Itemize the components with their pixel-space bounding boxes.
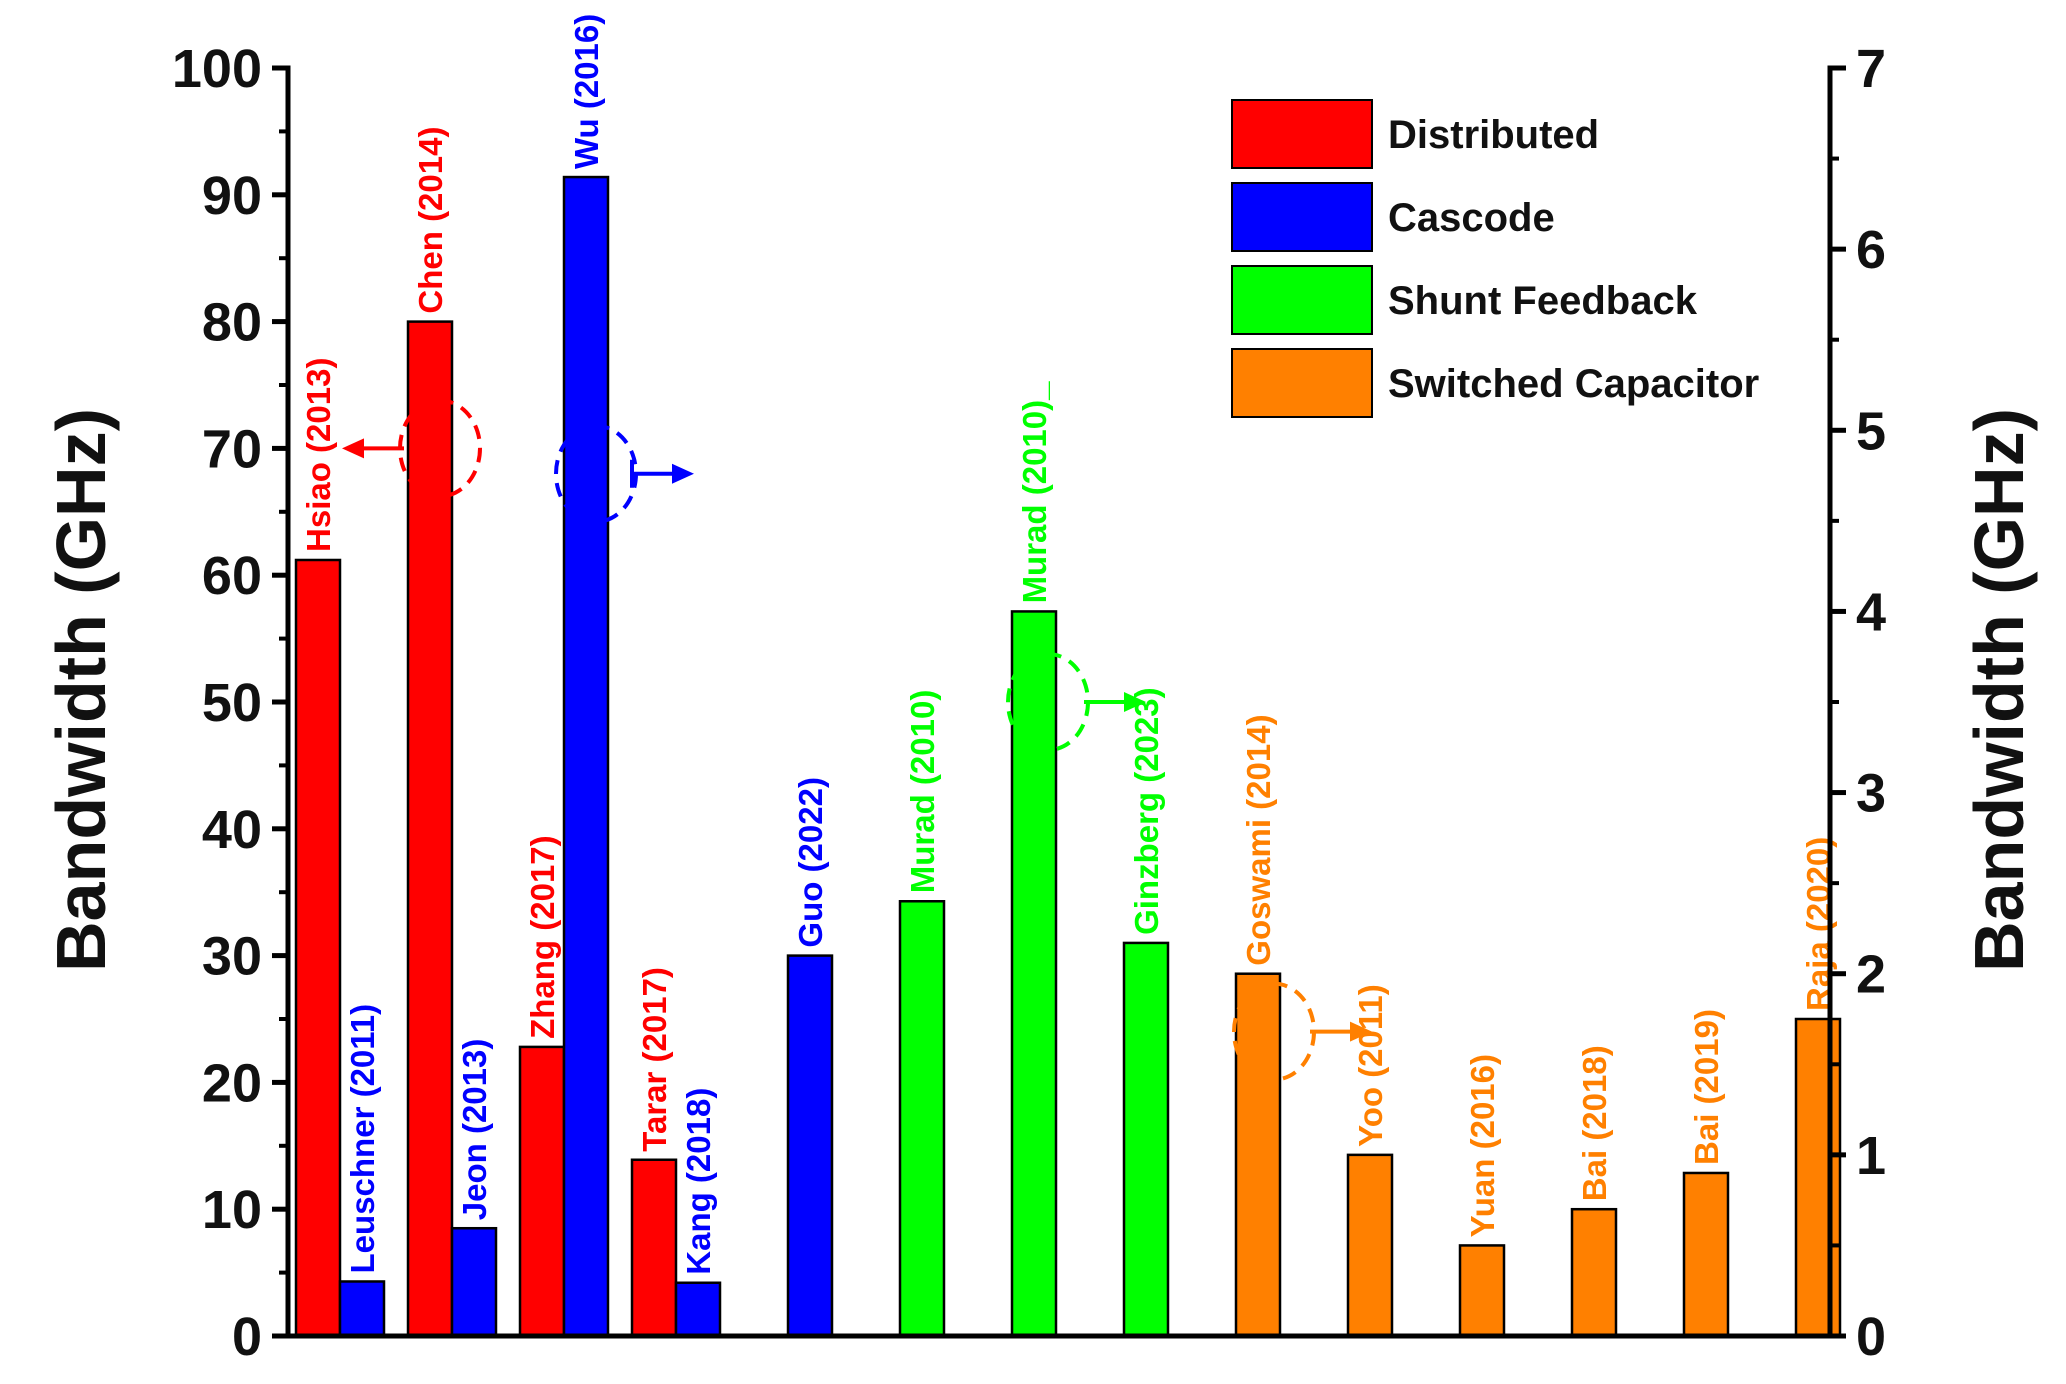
bar-13 <box>1346 1153 1394 1338</box>
bar-label-13: Yoo (2011) <box>1352 984 1389 1147</box>
bar-6 <box>630 1158 678 1338</box>
bar-label-5: Wu (2016) <box>568 14 605 169</box>
axis-indicator-0 <box>342 398 482 499</box>
bar-15 <box>1570 1207 1618 1338</box>
bar-7 <box>674 1281 722 1338</box>
bar-17 <box>1794 1017 1842 1338</box>
bar-label-4: Zhang (2017) <box>524 835 561 1039</box>
left-tick-label-6: 60 <box>202 546 262 606</box>
bar-label-14: Yuan (2016) <box>1464 1054 1501 1237</box>
bar-16 <box>1682 1171 1730 1338</box>
bar-label-8: Guo (2022) <box>792 777 829 948</box>
bar-label-3: Jeon (2013) <box>456 1039 493 1221</box>
bar-label-1: Leuschner (2011) <box>344 1004 381 1274</box>
bar-11 <box>1122 941 1170 1338</box>
legend-label-0: Distributed <box>1388 113 1599 157</box>
left-tick-label-9: 90 <box>202 166 262 226</box>
axis-indicator-3 <box>1232 981 1372 1082</box>
right-tick-label-1: 1 <box>1856 1126 1886 1186</box>
legend-swatch-0 <box>1231 99 1373 169</box>
bar-label-16: Bai (2019) <box>1688 1009 1725 1165</box>
bar-10 <box>1010 610 1058 1338</box>
bar-4 <box>518 1045 566 1338</box>
right-tick-label-7: 7 <box>1856 39 1886 99</box>
bar-3 <box>450 1226 498 1338</box>
right-tick-label-0: 0 <box>1856 1307 1886 1367</box>
bars <box>294 175 1842 1338</box>
bar-1 <box>338 1280 386 1338</box>
left-tick-label-0: 0 <box>232 1307 262 1367</box>
left-tick-label-2: 20 <box>202 1053 262 1113</box>
left-tick-label-1: 10 <box>202 1180 262 1240</box>
bar-9 <box>898 900 946 1338</box>
legend-label-2: Shunt Feedback <box>1388 279 1698 323</box>
right-tick-label-6: 6 <box>1856 220 1886 280</box>
legend-label-3: Switched Capacitor <box>1388 362 1759 406</box>
y-axis-title-right: Bandwidth (GHz) <box>1960 408 2038 972</box>
axis-indicator-1 <box>554 423 694 524</box>
legend-swatch-1 <box>1231 182 1373 252</box>
left-tick-label-5: 50 <box>202 673 262 733</box>
right-tick-label-3: 3 <box>1856 764 1886 824</box>
bar-label-10: Murad (2010)_ <box>1016 381 1053 604</box>
right-tick-label-4: 4 <box>1856 582 1886 642</box>
bar-14 <box>1458 1244 1506 1338</box>
bar-5 <box>562 175 610 1338</box>
bar-label-0: Hsiao (2013) <box>300 358 337 552</box>
left-tick-label-8: 80 <box>202 293 262 353</box>
bar-label-15: Bai (2018) <box>1576 1045 1613 1201</box>
bar-label-12: Goswami (2014) <box>1240 714 1277 965</box>
bar-label-7: Kang (2018) <box>680 1088 717 1275</box>
bar-12 <box>1234 972 1282 1338</box>
legend: Distributed Cascode Shunt Feedback Switched… <box>1231 99 1759 418</box>
right-tick-label-2: 2 <box>1856 945 1886 1005</box>
legend-label-1: Cascode <box>1388 196 1555 240</box>
bar-8 <box>786 954 834 1338</box>
left-tick-label-10: 100 <box>172 39 262 99</box>
y-axis-title-left: Bandwidth (GHz) <box>42 408 120 972</box>
axis-indicator-2 <box>1006 652 1146 752</box>
axis-indicators <box>342 398 1372 1082</box>
left-tick-label-4: 40 <box>202 800 262 860</box>
legend-swatch-3 <box>1231 348 1373 418</box>
bar-0 <box>294 558 342 1338</box>
bar-label-9: Murad (2010) <box>904 690 941 894</box>
bar-label-11: Ginzberg (2023) <box>1128 687 1165 935</box>
bar-label-6: Tarar (2017) <box>636 967 673 1152</box>
bar-label-2: Chen (2014) <box>412 127 449 314</box>
axes: 0 10 20 30 40 50 60 70 80 90 100 0 1 2 3 4 5 6 7 <box>172 39 1886 1367</box>
left-tick-label-3: 30 <box>202 927 262 987</box>
right-tick-label-5: 5 <box>1856 401 1886 461</box>
legend-swatch-2 <box>1231 265 1373 335</box>
left-tick-label-7: 70 <box>202 419 262 479</box>
bar-2 <box>406 320 454 1338</box>
